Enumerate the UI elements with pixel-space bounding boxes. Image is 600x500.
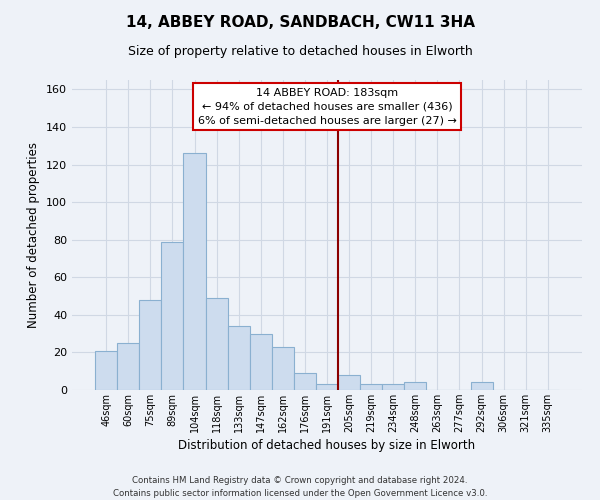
Bar xyxy=(139,300,161,390)
Bar xyxy=(227,326,250,390)
Bar xyxy=(470,382,493,390)
Bar xyxy=(316,384,338,390)
Bar xyxy=(250,334,272,390)
Bar xyxy=(117,343,139,390)
Bar xyxy=(294,373,316,390)
Bar xyxy=(382,384,404,390)
Bar xyxy=(95,350,117,390)
Text: 14 ABBEY ROAD: 183sqm
← 94% of detached houses are smaller (436)
6% of semi-deta: 14 ABBEY ROAD: 183sqm ← 94% of detached … xyxy=(197,88,457,126)
Bar xyxy=(338,375,360,390)
X-axis label: Distribution of detached houses by size in Elworth: Distribution of detached houses by size … xyxy=(178,439,476,452)
Text: Contains HM Land Registry data © Crown copyright and database right 2024.
Contai: Contains HM Land Registry data © Crown c… xyxy=(113,476,487,498)
Bar xyxy=(206,298,227,390)
Bar xyxy=(161,242,184,390)
Bar xyxy=(272,347,294,390)
Bar xyxy=(184,154,206,390)
Text: 14, ABBEY ROAD, SANDBACH, CW11 3HA: 14, ABBEY ROAD, SANDBACH, CW11 3HA xyxy=(125,15,475,30)
Bar xyxy=(360,384,382,390)
Y-axis label: Number of detached properties: Number of detached properties xyxy=(28,142,40,328)
Text: Size of property relative to detached houses in Elworth: Size of property relative to detached ho… xyxy=(128,45,472,58)
Bar xyxy=(404,382,427,390)
